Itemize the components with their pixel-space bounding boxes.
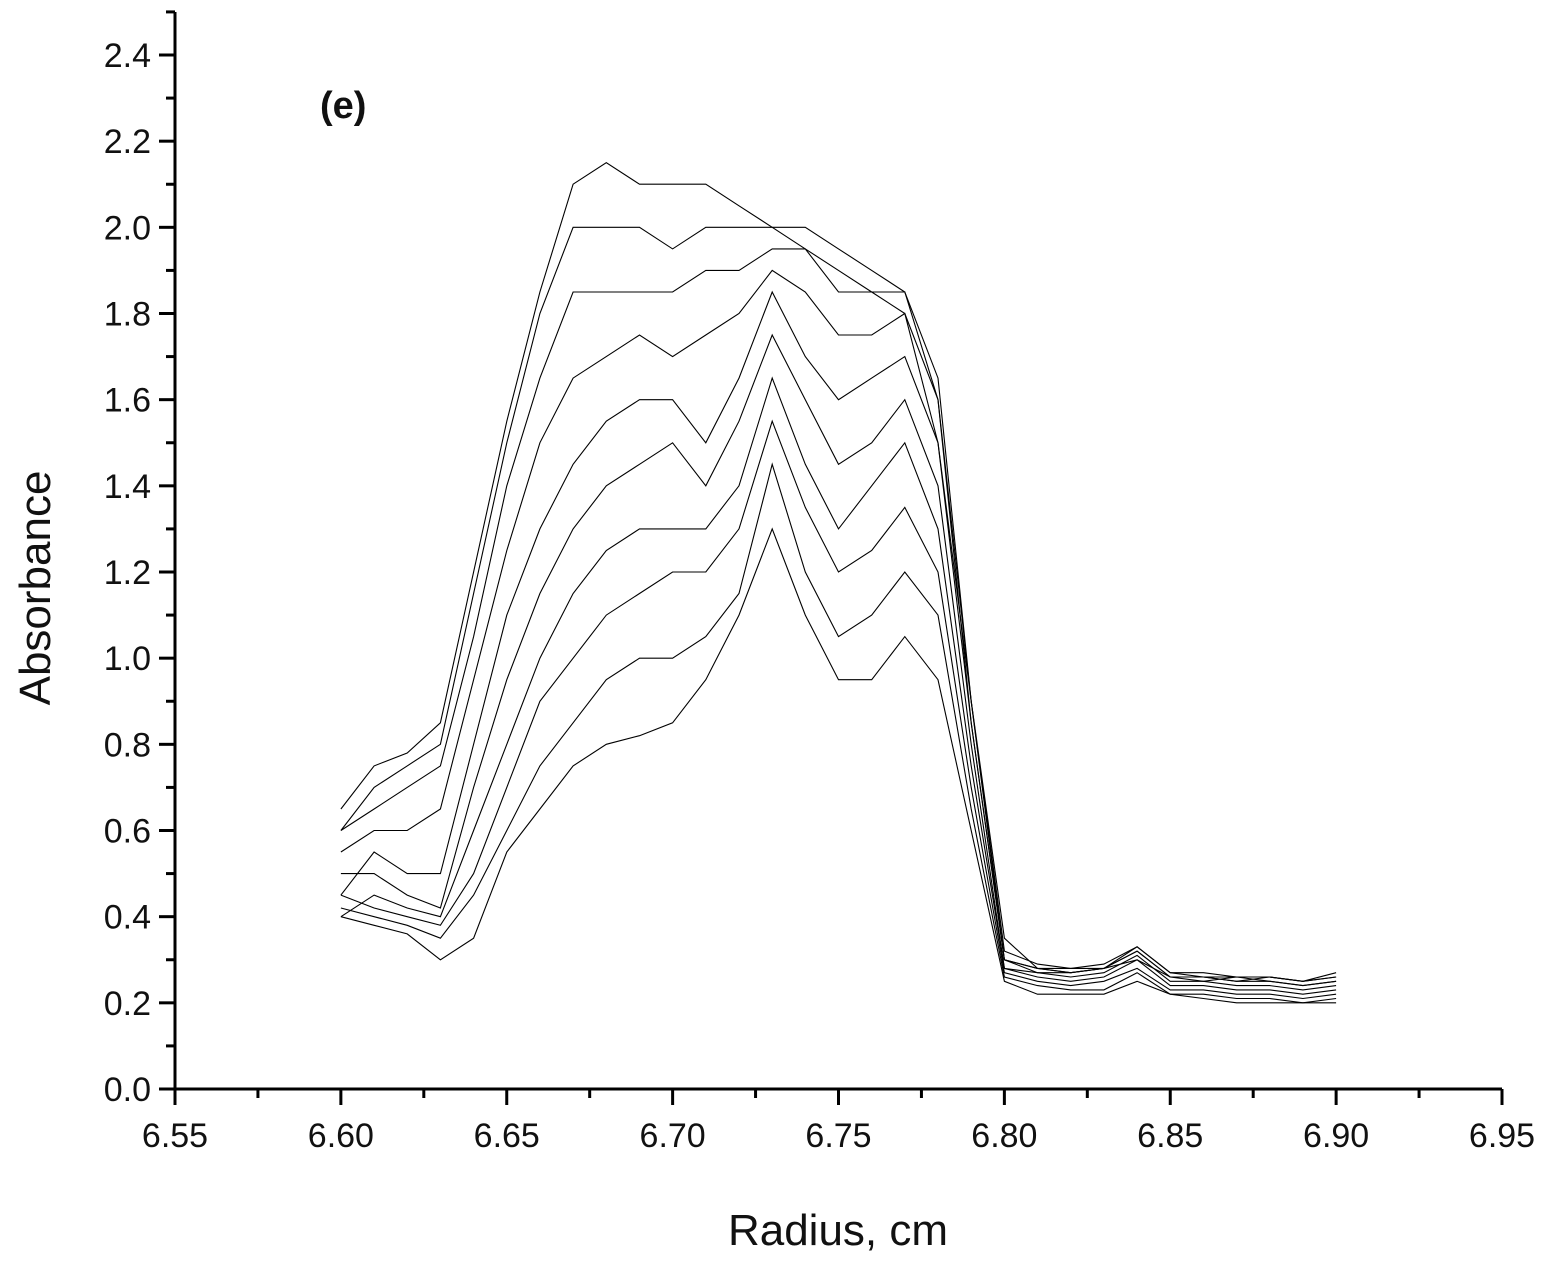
x-tick-label: 6.80 bbox=[971, 1117, 1037, 1155]
absorbance-curve-5 bbox=[340, 333, 1337, 991]
y-tick-label: 2.2 bbox=[104, 123, 151, 161]
x-tick-label: 6.75 bbox=[805, 1117, 871, 1155]
y-tick-label: 0.0 bbox=[104, 1071, 151, 1109]
x-tick-label: 6.55 bbox=[142, 1117, 208, 1155]
y-tick-label: 0.4 bbox=[104, 899, 151, 937]
ticks: 6.55 6.60 6.65 6.70 6.75 6.80 6.85 6.90 6.95 0.0 0… bbox=[104, 10, 1535, 1155]
absorbance-curve-3 bbox=[340, 419, 1337, 1000]
y-tick-label: 1.0 bbox=[104, 640, 151, 678]
y-tick-label: 0.8 bbox=[104, 726, 151, 764]
absorbance-curve-4 bbox=[340, 376, 1337, 995]
panel-label: (e) bbox=[320, 85, 366, 127]
y-tick-label: 0.2 bbox=[104, 985, 151, 1023]
x-tick-label: 6.60 bbox=[308, 1117, 374, 1155]
curves bbox=[340, 162, 1337, 1004]
y-tick-label: 1.6 bbox=[104, 382, 151, 420]
absorbance-curve-7 bbox=[340, 269, 1337, 982]
y-tick-label: 2.0 bbox=[104, 209, 151, 247]
x-tick-label: 6.65 bbox=[474, 1117, 540, 1155]
x-tick-label: 6.90 bbox=[1303, 1117, 1369, 1155]
absorbance-curve-2 bbox=[340, 462, 1337, 1004]
x-axis-title: Radius, cm bbox=[728, 1206, 948, 1255]
y-tick-label: 0.6 bbox=[104, 813, 151, 851]
x-tick-label: 6.70 bbox=[640, 1117, 706, 1155]
y-tick-label: 1.4 bbox=[104, 468, 151, 506]
x-tick-label: 6.95 bbox=[1469, 1117, 1535, 1155]
absorbance-curve-10 bbox=[340, 162, 1337, 987]
absorbance-curve-6 bbox=[340, 290, 1337, 987]
absorbance-curve-9 bbox=[340, 226, 1337, 982]
absorbance-curve-1 bbox=[340, 527, 1337, 1004]
x-tick-label: 6.85 bbox=[1137, 1117, 1203, 1155]
y-tick-label: 1.8 bbox=[104, 296, 151, 334]
y-tick-label: 1.2 bbox=[104, 554, 151, 592]
y-axis-title: Absorbance bbox=[11, 471, 60, 706]
y-tick-label: 2.4 bbox=[104, 37, 151, 75]
